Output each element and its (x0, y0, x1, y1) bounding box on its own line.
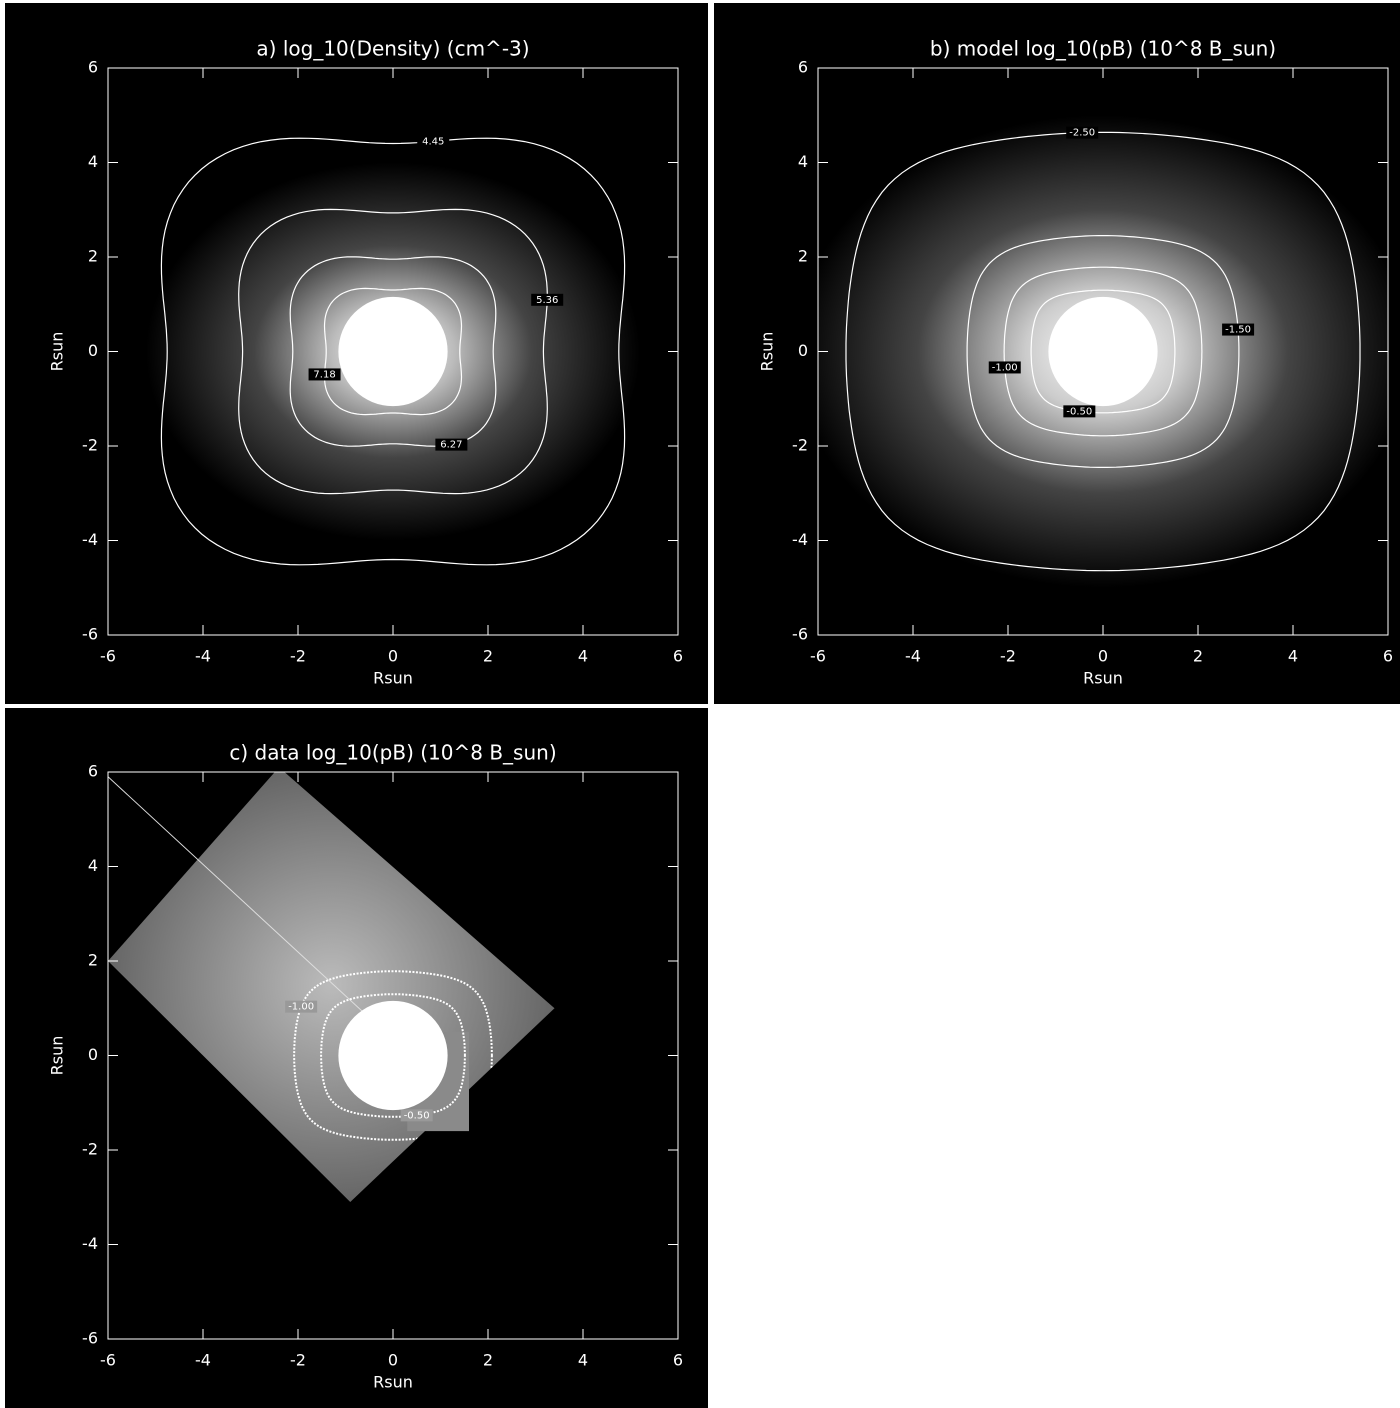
plot-area: -2.50 -1.50 -1.00 -0.50 (794, 115, 1400, 588)
y-tick-label: 2 (798, 247, 808, 266)
sun-disk (338, 297, 447, 406)
x-tick-label: -6 (100, 1351, 116, 1370)
x-axis-label: Rsun (1083, 669, 1123, 688)
x-tick-label: 6 (673, 1351, 683, 1370)
plot-area: 4.45 5.36 6.27 7.18 (84, 115, 702, 588)
x-tick-label: -6 (810, 647, 826, 666)
y-tick-label: -4 (792, 530, 808, 549)
y-tick-label: -2 (792, 436, 808, 455)
y-tick-label: 2 (88, 247, 98, 266)
x-tick-label: 4 (578, 1351, 588, 1370)
y-axis-label: Rsun (48, 1036, 67, 1076)
sun-disk (1048, 297, 1157, 406)
y-axis-label: Rsun (758, 332, 777, 372)
figure: 4.45 5.36 6.27 7.18 -6 -4 -2 0 2 4 6 -6 -4 -2 0 2 4 6 a) l… (0, 0, 1400, 1408)
y-tick-label: 6 (88, 762, 98, 781)
y-tick-label: -4 (82, 530, 98, 549)
contour-label: 7.18 (313, 369, 335, 380)
y-tick-label: -6 (82, 625, 98, 644)
contour-label: -1.00 (992, 362, 1018, 373)
y-tick-label: 6 (798, 58, 808, 77)
contour-label: 6.27 (440, 440, 462, 451)
contour-label: -0.50 (404, 1110, 430, 1121)
x-axis-label: Rsun (373, 669, 413, 688)
x-axis-label: Rsun (373, 1373, 413, 1392)
contour-label: 4.45 (422, 136, 444, 147)
y-tick-label: -2 (82, 1140, 98, 1159)
x-tick-label: -4 (195, 647, 211, 666)
x-tick-label: 0 (388, 647, 398, 666)
sun-disk (338, 1001, 447, 1110)
contour-label: -2.50 (1069, 128, 1095, 139)
y-tick-label: 4 (798, 152, 808, 171)
x-tick-label: -2 (290, 1351, 306, 1370)
x-tick-label: 2 (483, 1351, 493, 1370)
x-tick-label: 2 (1193, 647, 1203, 666)
contour-label: -1.50 (1225, 325, 1251, 336)
x-tick-label: -4 (195, 1351, 211, 1370)
x-tick-label: 0 (388, 1351, 398, 1370)
chart-title: a) log_10(Density) (cm^-3) (256, 37, 529, 61)
x-tick-label: -2 (290, 647, 306, 666)
y-tick-label: 0 (88, 1045, 98, 1064)
x-tick-label: -2 (1000, 647, 1016, 666)
contour-label: 5.36 (536, 295, 558, 306)
y-tick-label: -4 (82, 1234, 98, 1253)
page: 4.45 5.36 6.27 7.18 -6 -4 -2 0 2 4 6 -6 -4 -2 0 2 4 6 a) l… (0, 0, 1400, 1408)
x-tick-label: 4 (578, 647, 588, 666)
x-tick-label: -4 (905, 647, 921, 666)
x-tick-label: 6 (673, 647, 683, 666)
contour-label: -1.00 (288, 1002, 314, 1013)
y-tick-label: -2 (82, 436, 98, 455)
chart-title: c) data log_10(pB) (10^8 B_sun) (229, 741, 556, 765)
contour-label: -0.50 (1066, 406, 1092, 417)
x-tick-label: 6 (1383, 647, 1393, 666)
y-tick-label: 0 (798, 341, 808, 360)
y-tick-label: 4 (88, 856, 98, 875)
x-tick-label: -6 (100, 647, 116, 666)
y-tick-label: 0 (88, 341, 98, 360)
y-tick-label: -6 (792, 625, 808, 644)
x-tick-label: 2 (483, 647, 493, 666)
x-tick-label: 4 (1288, 647, 1298, 666)
y-axis-label: Rsun (48, 332, 67, 372)
y-tick-label: 4 (88, 152, 98, 171)
chart-title: b) model log_10(pB) (10^8 B_sun) (930, 37, 1276, 61)
y-tick-label: 6 (88, 58, 98, 77)
x-tick-label: 0 (1098, 647, 1108, 666)
y-tick-label: -6 (82, 1329, 98, 1348)
y-tick-label: 2 (88, 951, 98, 970)
